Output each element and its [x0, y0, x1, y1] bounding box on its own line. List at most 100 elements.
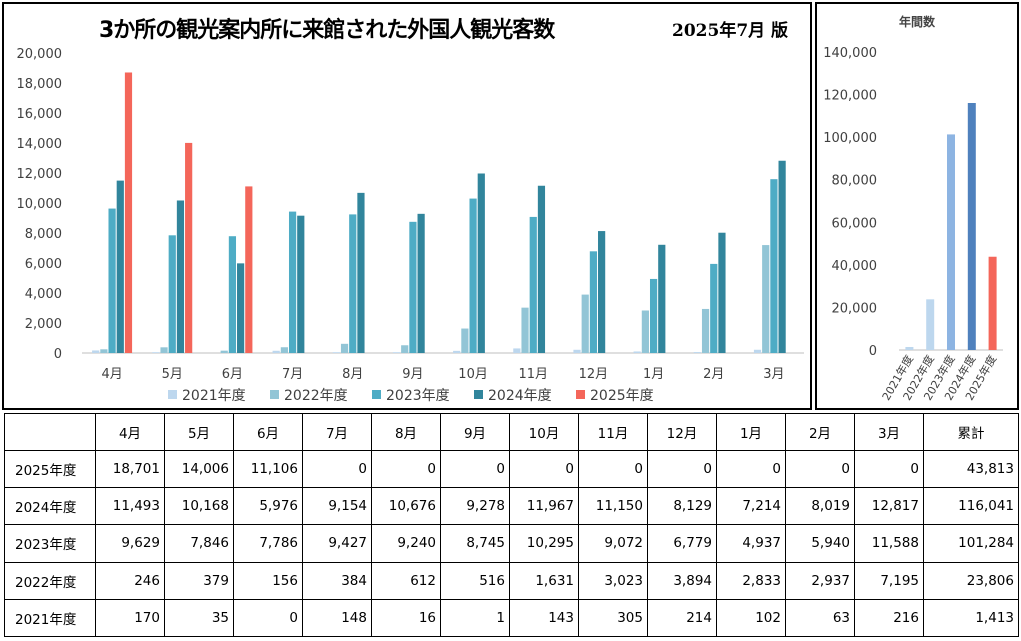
table-cell: 148: [302, 598, 372, 638]
table-cell: 143: [509, 598, 579, 638]
y-tick-label: 6,000: [25, 257, 62, 272]
bar-2024年度-8月: [357, 192, 365, 353]
annual-y-tick-label: 140,000: [823, 46, 877, 61]
table-header-cell: 10月: [509, 413, 579, 451]
table-header-cell: 12月: [647, 413, 717, 451]
bar-2023年度-1月: [649, 278, 658, 353]
legend-label: 2021年度: [182, 388, 246, 404]
bar-2022年度-9月: [401, 345, 409, 353]
table-cell: 18,701: [95, 449, 165, 489]
table-cell: 8,019: [785, 487, 855, 526]
table-cell: 305: [578, 598, 648, 638]
y-tick-label: 2,000: [25, 317, 62, 332]
table-cell: 5,940: [785, 524, 855, 563]
legend-label: 2024年度: [488, 388, 552, 404]
bar-2023年度-3月: [770, 179, 778, 353]
table-cell: 1: [440, 598, 510, 638]
table-cell: 216: [854, 598, 924, 638]
bar-2024年度-11月: [537, 185, 546, 353]
bar-2022年度-12月: [581, 294, 589, 353]
chart-title: 3か所の観光案内所に来館された外国人観光客数: [99, 18, 555, 43]
bar-2022年度-8月: [340, 343, 349, 353]
annual-y-tick-label: 60,000: [832, 216, 878, 231]
x-tick-label: 1月: [643, 367, 664, 382]
legend-label: 2023年度: [386, 388, 450, 404]
table-header-row: 4月 5月 6月 7月 8月 9月 10月 11月 12月 1月 2月 3月 累計: [4, 413, 1019, 451]
bar-2022年度-5月: [160, 347, 168, 353]
monthly-bar-chart: 0 2,000 4,000 6,000 8,000 10,000 12,000 14,000 1…: [17, 47, 804, 404]
bar-2024年度-7月: [297, 215, 305, 353]
x-tick-label: 11月: [518, 367, 548, 382]
legend-swatch-2025年度: [576, 390, 585, 399]
annual-y-tick-label: 40,000: [832, 259, 878, 274]
annual-y-tick-label: 120,000: [823, 89, 877, 104]
y-tick-label: 16,000: [17, 107, 63, 122]
bar-2024年度-6月: [237, 263, 245, 353]
x-tick-label: 2月: [703, 367, 724, 382]
table-cell: 9,154: [302, 487, 372, 526]
table-row-label: 2024年度: [4, 487, 96, 526]
y-tick-label: 10,000: [17, 197, 63, 212]
table-cell: 156: [233, 561, 303, 600]
table-cell: 384: [302, 561, 372, 600]
table-cell: 7,214: [716, 487, 786, 526]
table-cell: 612: [371, 561, 441, 600]
table-cell: 170: [95, 598, 165, 638]
table-cell: 0: [233, 598, 303, 638]
table-cell: 11,106: [233, 449, 303, 489]
table-cell: 10,295: [509, 524, 579, 563]
bar-2025年度-5月: [185, 142, 193, 353]
table-cell: 0: [785, 449, 855, 489]
data-table: 4月 5月 6月 7月 8月 9月 10月 11月 12月 1月 2月 3月 累計 2025年度 18,7…: [4, 413, 1019, 638]
bar-2021年度-2月: [693, 352, 701, 353]
annual-y-tick-label: 80,000: [832, 174, 878, 189]
table-cell: 0: [440, 449, 510, 489]
y-tick-label: 12,000: [17, 167, 63, 182]
annual-bar-2024年度: [967, 102, 976, 350]
y-tick-label: 18,000: [17, 77, 63, 92]
bar-2023年度-12月: [589, 251, 598, 353]
bar-2021年度-8月: [332, 352, 340, 353]
table-cell: 9,240: [371, 524, 441, 563]
bar-2023年度-2月: [710, 263, 718, 353]
table-cell: 3,894: [647, 561, 717, 600]
annual-y-tick-label: 20,000: [832, 301, 878, 316]
annual-bar-chart: 0 20,000 40,000 60,000 80,000 100,000 120,000 1…: [823, 46, 1003, 403]
table-cell: 0: [371, 449, 441, 489]
table-header-cell: 2月: [785, 413, 855, 451]
table-cell: 8,129: [647, 487, 717, 526]
table-cell: 7,846: [164, 524, 234, 563]
table-header-cell: 5月: [164, 413, 234, 451]
bar-2023年度-9月: [409, 221, 417, 353]
table-cell: 23,806: [923, 561, 1019, 600]
x-tick-label: 9月: [402, 367, 423, 382]
bar-2022年度-6月: [220, 350, 228, 353]
bar-2025年度-4月: [124, 72, 133, 354]
table-cell: 9,072: [578, 524, 648, 563]
bar-2024年度-10月: [477, 173, 485, 353]
table-cell: 2,833: [716, 561, 786, 600]
x-tick-label: 10月: [458, 367, 488, 382]
bar-2022年度-7月: [280, 347, 288, 353]
table-cell: 43,813: [923, 449, 1019, 489]
bar-2023年度-11月: [529, 216, 537, 353]
bar-2022年度-1月: [641, 310, 649, 353]
bar-2023年度-8月: [349, 214, 357, 353]
table-header-cell: 11月: [578, 413, 648, 451]
bar-2021年度-3月: [753, 349, 762, 353]
bar-2024年度-2月: [718, 232, 726, 353]
table-cell: 0: [509, 449, 579, 489]
bar-2024年度-3月: [778, 160, 786, 353]
table-row-label: 2021年度: [4, 598, 96, 638]
table-row: 2023年度 9,629 7,846 7,786 9,427 9,240 8,745 10,2…: [4, 524, 1019, 563]
table-cell: 1,413: [923, 598, 1019, 638]
table-header-cell: 1月: [716, 413, 786, 451]
table-header-cell: 累計: [923, 413, 1019, 451]
table-cell: 9,629: [95, 524, 165, 563]
annual-y-tick-label: 100,000: [823, 131, 877, 146]
y-tick-label: 4,000: [25, 287, 62, 302]
table-cell: 11,150: [578, 487, 648, 526]
bar-2024年度-12月: [598, 231, 606, 353]
bar-2023年度-5月: [168, 235, 176, 353]
bar-2024年度-1月: [658, 244, 666, 353]
